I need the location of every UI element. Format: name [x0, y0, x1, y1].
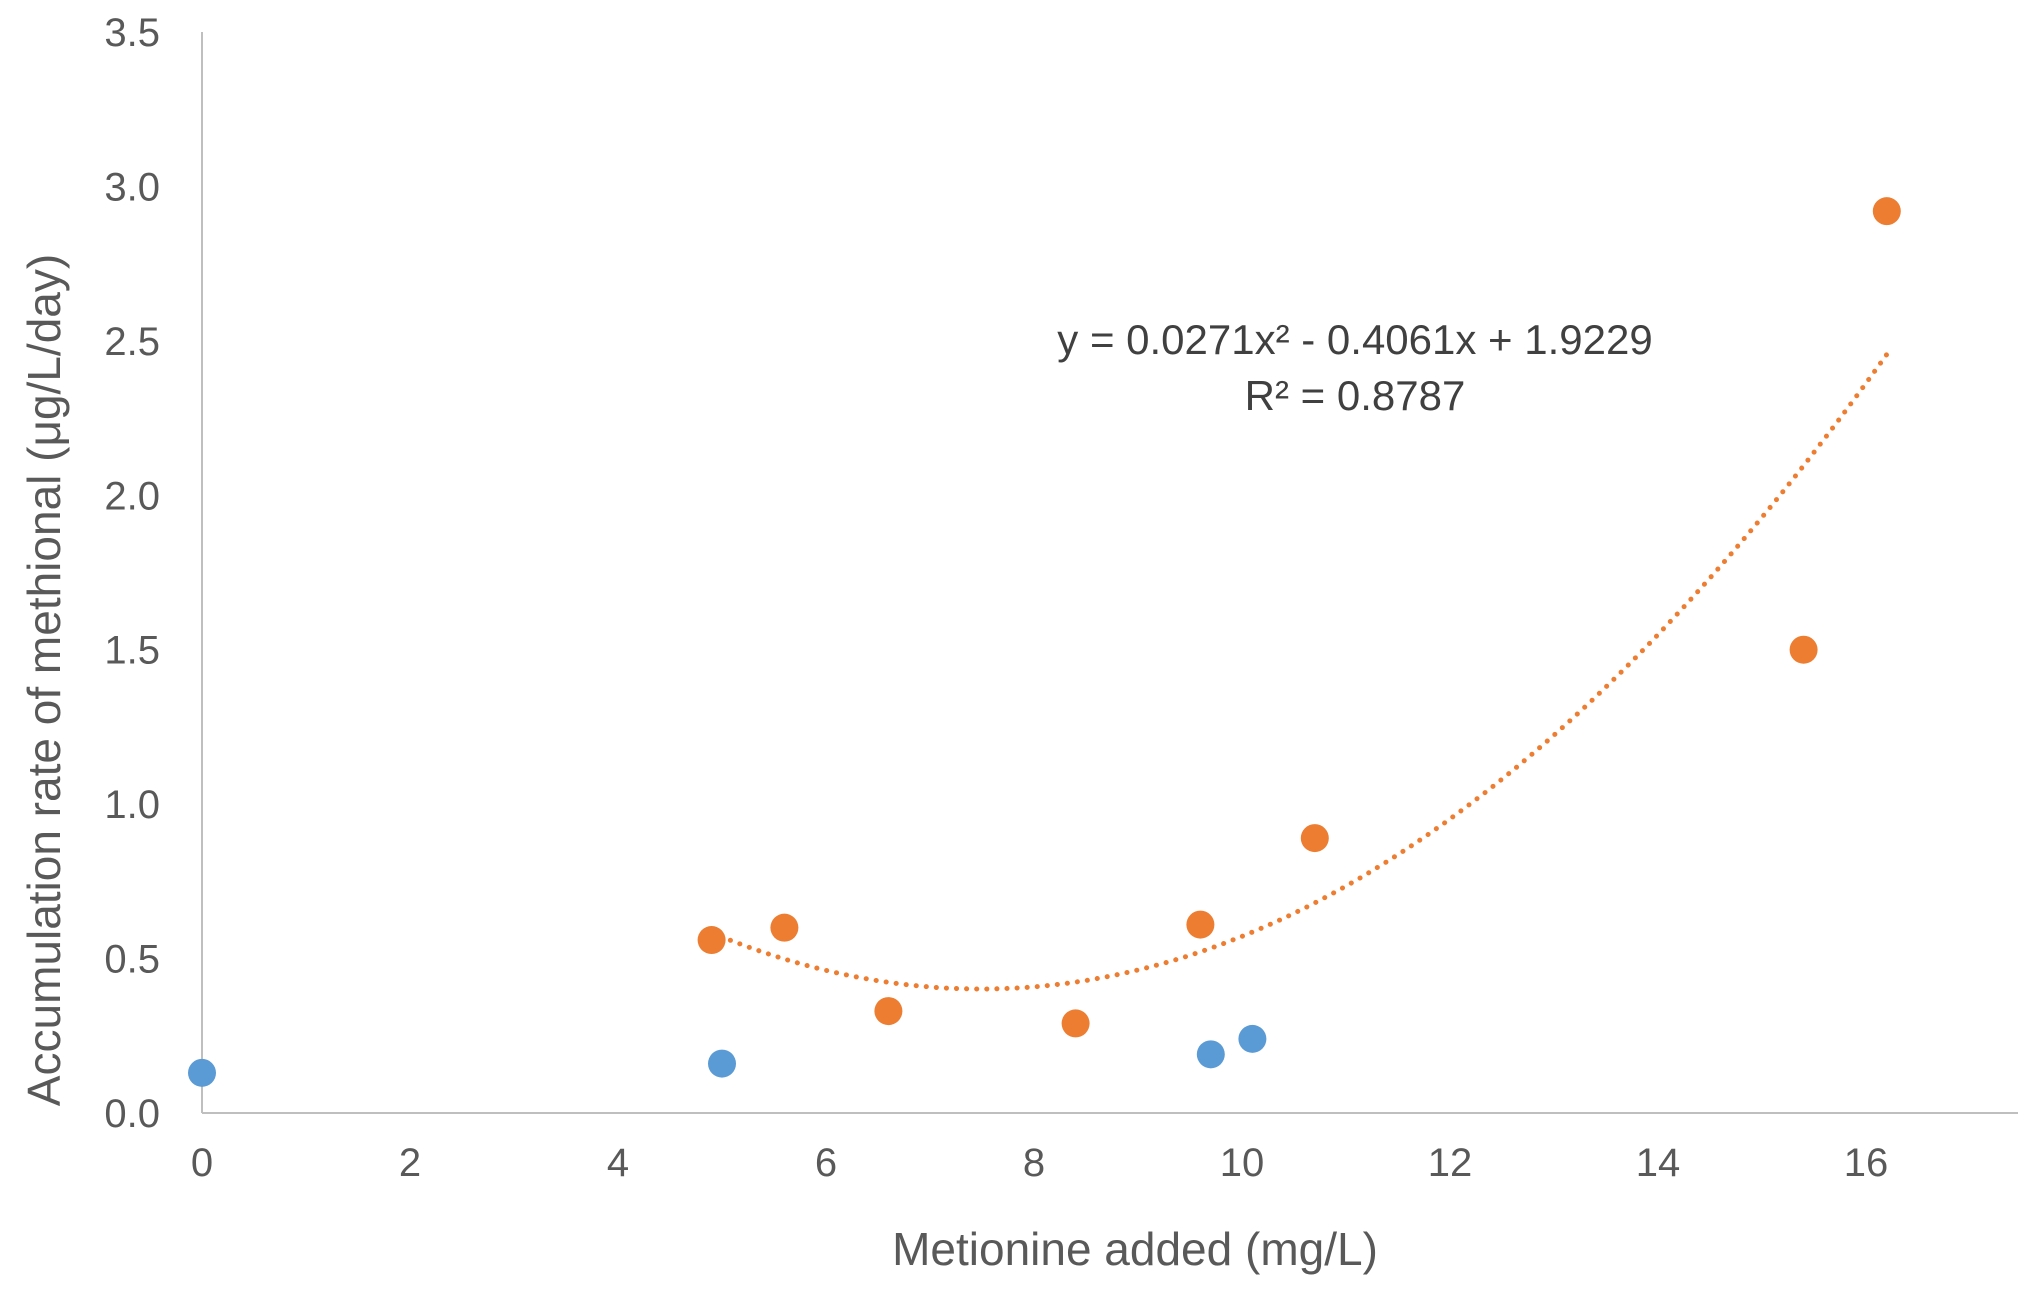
data-point-series-2: [770, 913, 799, 942]
x-tick-label: 2: [399, 1141, 421, 1185]
x-tick-label: 8: [1023, 1141, 1045, 1185]
y-axis-title: Accumulation rate of methional (μg/L/day…: [18, 254, 70, 1106]
x-tick-label: 4: [607, 1141, 629, 1185]
y-tick-labels: 0.0 0.5 1.0 1.5 2.0 2.5 3.0 3.5: [104, 11, 160, 1136]
x-tick-labels: 0 2 4 6 8 10 12 14 16: [191, 1141, 1888, 1185]
data-point-series-2: [1061, 1009, 1090, 1038]
y-tick-label: 0.0: [104, 1092, 160, 1136]
y-tick-label: 2.5: [104, 320, 160, 364]
data-point-series-2: [697, 926, 726, 955]
y-tick-label: 1.5: [104, 629, 160, 673]
data-point-series-1: [1196, 1040, 1225, 1069]
data-point-series-2: [874, 997, 903, 1026]
data-point-series-2: [1186, 910, 1215, 939]
data-point-series-2: [1300, 824, 1329, 853]
y-tick-label: 3.0: [104, 165, 160, 209]
x-axis-title: Metionine added (mg/L): [892, 1223, 1378, 1275]
y-tick-label: 2.0: [104, 474, 160, 518]
x-tick-label: 16: [1844, 1141, 1889, 1185]
data-point-series-1: [188, 1058, 216, 1087]
x-tick-label: 6: [815, 1141, 837, 1185]
trendline-r-squared: R² = 0.8787: [1245, 372, 1466, 419]
y-tick-label: 0.5: [104, 938, 160, 982]
trendline-equation: y = 0.0271x² - 0.4061x + 1.9229: [1057, 316, 1652, 363]
data-point-series-2: [1872, 197, 1901, 226]
polynomial-trendline: [709, 351, 1890, 992]
x-tick-label: 12: [1428, 1141, 1473, 1185]
y-tick-label: 3.5: [104, 11, 160, 55]
data-point-series-1: [708, 1049, 736, 1078]
data-points: [188, 197, 1901, 1087]
x-tick-label: 10: [1220, 1141, 1265, 1185]
x-tick-label: 0: [191, 1141, 213, 1185]
x-tick-label: 14: [1636, 1141, 1681, 1185]
data-point-series-1: [1238, 1024, 1267, 1053]
y-tick-label: 1.0: [104, 783, 160, 827]
data-point-series-2: [1789, 635, 1818, 664]
